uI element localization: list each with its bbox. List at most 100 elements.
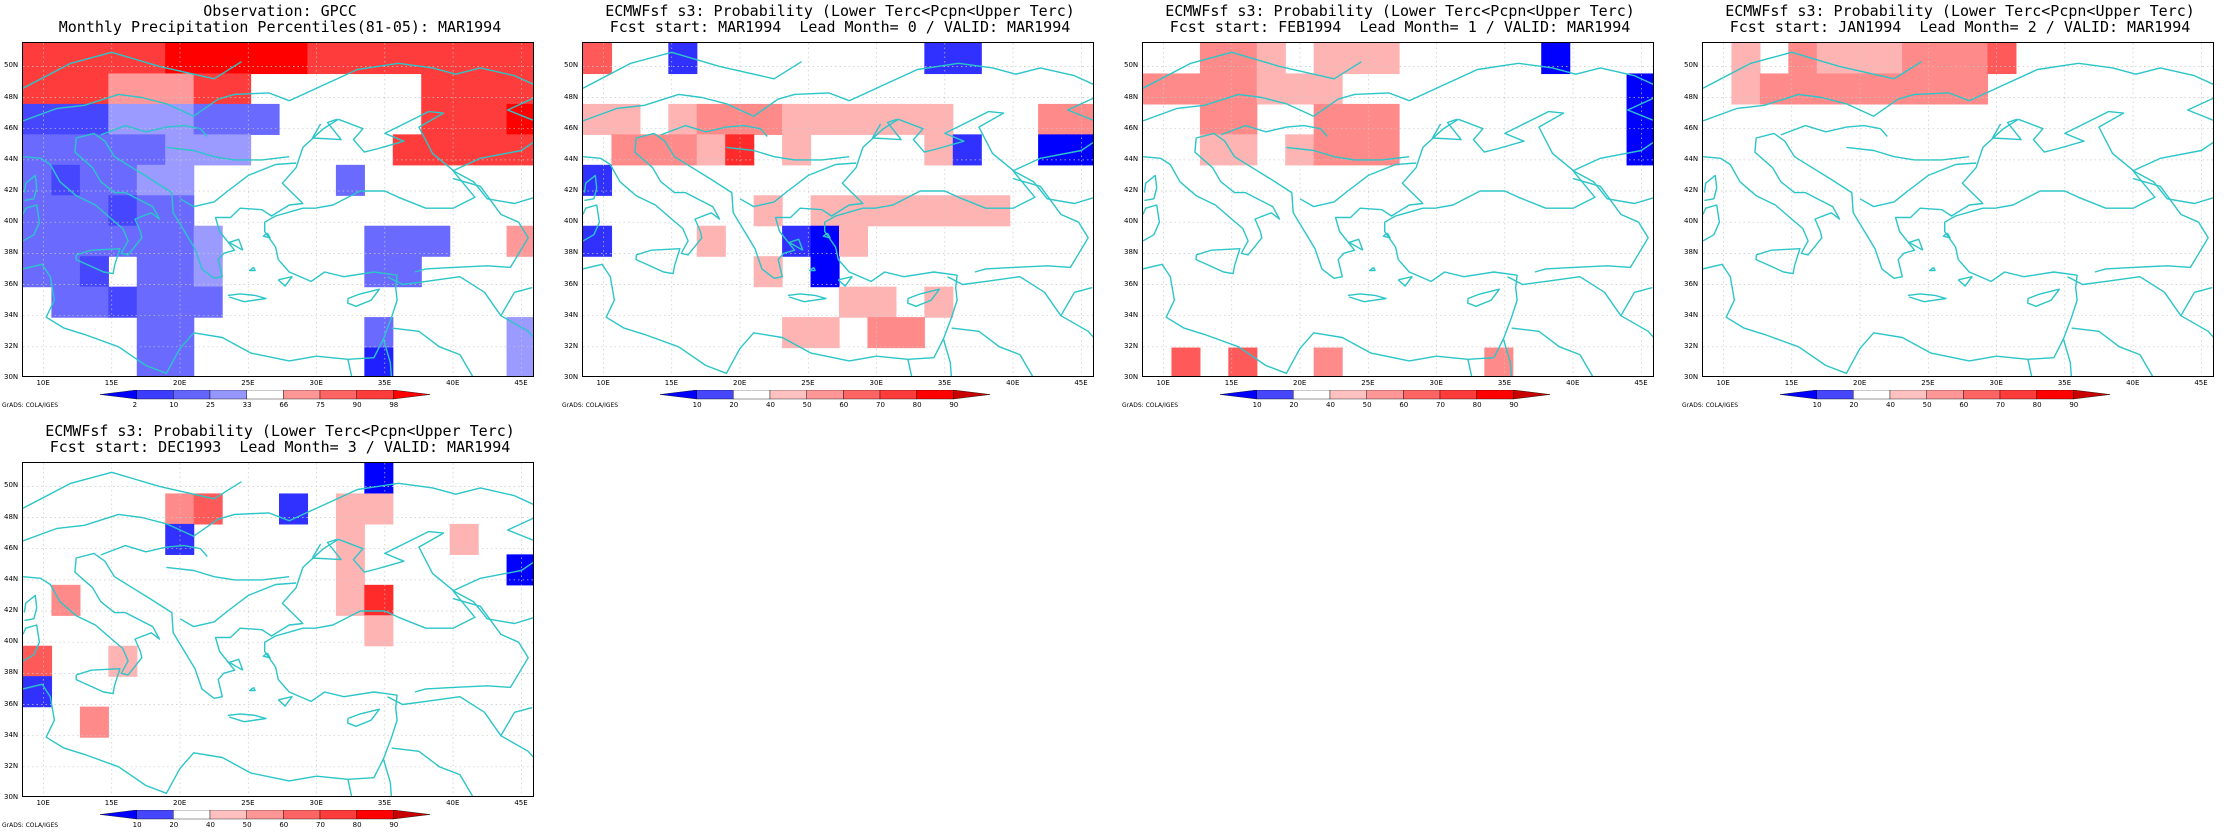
grid-cell <box>1256 43 1286 75</box>
colorbar-segment <box>136 390 174 400</box>
colorbar-segment <box>843 390 881 400</box>
lat-tick-label: 30N <box>4 373 19 381</box>
grid-cell <box>335 493 365 525</box>
lon-tick-label: 20E <box>173 799 187 807</box>
colorbar-label: 50 <box>1362 401 1372 409</box>
colorbar-segment <box>1513 390 1551 400</box>
lat-tick-label: 40N <box>4 217 19 226</box>
colorbar-label: 75 <box>316 401 325 409</box>
coastline <box>452 141 533 205</box>
coastline <box>907 288 941 307</box>
grid-cell <box>782 134 812 166</box>
grid-cell <box>1959 43 1989 75</box>
grid-cell <box>421 73 451 105</box>
lat-tick-label: 48N <box>564 92 579 101</box>
coastline <box>166 566 290 581</box>
grid-cell <box>279 43 309 75</box>
grid-cell <box>23 73 53 105</box>
coastline <box>947 275 1093 338</box>
coastline <box>1755 247 1801 275</box>
map-panel: ECMWFsf s3: Probability (Lower Terc<Pcpn… <box>560 0 1120 420</box>
coastline <box>1143 174 1158 202</box>
coastline <box>1143 62 1653 122</box>
lat-tick-label: 42N <box>564 186 579 195</box>
grid-cell <box>583 225 613 257</box>
coastline <box>311 538 342 561</box>
grid-cell <box>222 134 252 166</box>
coastline <box>1703 51 1922 89</box>
grid-cell <box>1313 347 1343 376</box>
grads-credit: GrADS: COLA/IGES <box>1682 402 1739 409</box>
grid-cell <box>364 463 394 495</box>
colorbar-label: 10 <box>132 821 142 829</box>
coastline <box>23 174 38 202</box>
grid-cell <box>981 195 1011 227</box>
coastline <box>23 62 533 122</box>
grid-cell <box>449 103 479 135</box>
lat-tick-label: 38N <box>4 248 19 257</box>
coastline <box>228 658 244 671</box>
colorbar-segment <box>1963 390 2001 400</box>
colorbar-label: 40 <box>1326 401 1335 409</box>
grid-cell <box>51 195 81 227</box>
coastline <box>1846 146 1970 161</box>
colorbar-segment <box>319 390 357 400</box>
grid-cell <box>23 134 53 166</box>
lat-tick-label: 32N <box>4 341 19 350</box>
lat-tick-label: 32N <box>4 761 19 770</box>
coastline <box>23 594 38 622</box>
grid-cell <box>1759 73 1789 105</box>
coastline <box>635 247 681 275</box>
coastline <box>262 232 271 239</box>
grid-cell <box>51 164 81 196</box>
colorbar-segment <box>209 810 247 820</box>
coastline <box>311 118 342 141</box>
map-svg <box>1703 43 2213 376</box>
coastline <box>1220 124 1328 137</box>
coastline <box>1908 238 1924 251</box>
coastline <box>500 706 533 737</box>
lon-tick-label: 10E <box>36 799 50 807</box>
map-area <box>22 42 534 377</box>
grid-cell <box>79 43 109 75</box>
colorbar-label: 90 <box>352 401 362 409</box>
lat-tick-label: 38N <box>1684 248 1699 257</box>
lat-tick-label: 48N <box>4 512 19 521</box>
grid-cell <box>108 195 138 227</box>
panel-title: ECMWFsf s3: Probability (Lower Terc<Pcpn… <box>1165 2 1635 20</box>
lon-tick-label: 25E <box>1361 379 1375 387</box>
coastline <box>179 582 297 628</box>
lon-tick-label: 30E <box>309 799 323 807</box>
grid-cell <box>924 195 954 227</box>
lat-tick-label: 36N <box>1124 279 1139 288</box>
panel-subtitle: Fcst start: MAR1994 Lead Month= 0 / VALI… <box>609 18 1071 36</box>
grid-cell <box>193 134 223 166</box>
coastline <box>1620 286 1653 317</box>
grid-cell <box>165 103 195 135</box>
coastline <box>347 288 381 307</box>
grid-cell <box>895 317 925 349</box>
panel-subtitle: Fcst start: JAN1994 Lead Month= 2 / VALI… <box>1729 18 2191 36</box>
lat-tick-label: 44N <box>4 574 19 583</box>
coastline <box>1507 275 1653 338</box>
lat-tick-label: 36N <box>4 699 19 708</box>
grid-cell <box>136 225 166 257</box>
coastline <box>1703 62 2213 122</box>
lat-tick-label: 46N <box>1124 123 1139 132</box>
colorbar-segment <box>283 390 321 400</box>
grid-cell <box>1038 103 1068 135</box>
grid-cell <box>392 225 422 257</box>
lon-tick-label: 35E <box>377 799 392 807</box>
lon-tick-label: 15E <box>1784 379 1799 387</box>
colorbar-segment <box>1293 390 1331 400</box>
coastline <box>228 238 244 251</box>
colorbar-label: 50 <box>802 401 812 409</box>
coastline <box>1942 232 1951 239</box>
grid-cell <box>449 523 479 555</box>
grid-cell <box>1342 43 1372 75</box>
grid-cell <box>839 225 869 257</box>
grid-cell <box>952 43 982 75</box>
lat-tick-label: 30N <box>4 793 19 801</box>
lat-tick-label: 42N <box>4 606 19 615</box>
grid-cell <box>51 584 81 616</box>
